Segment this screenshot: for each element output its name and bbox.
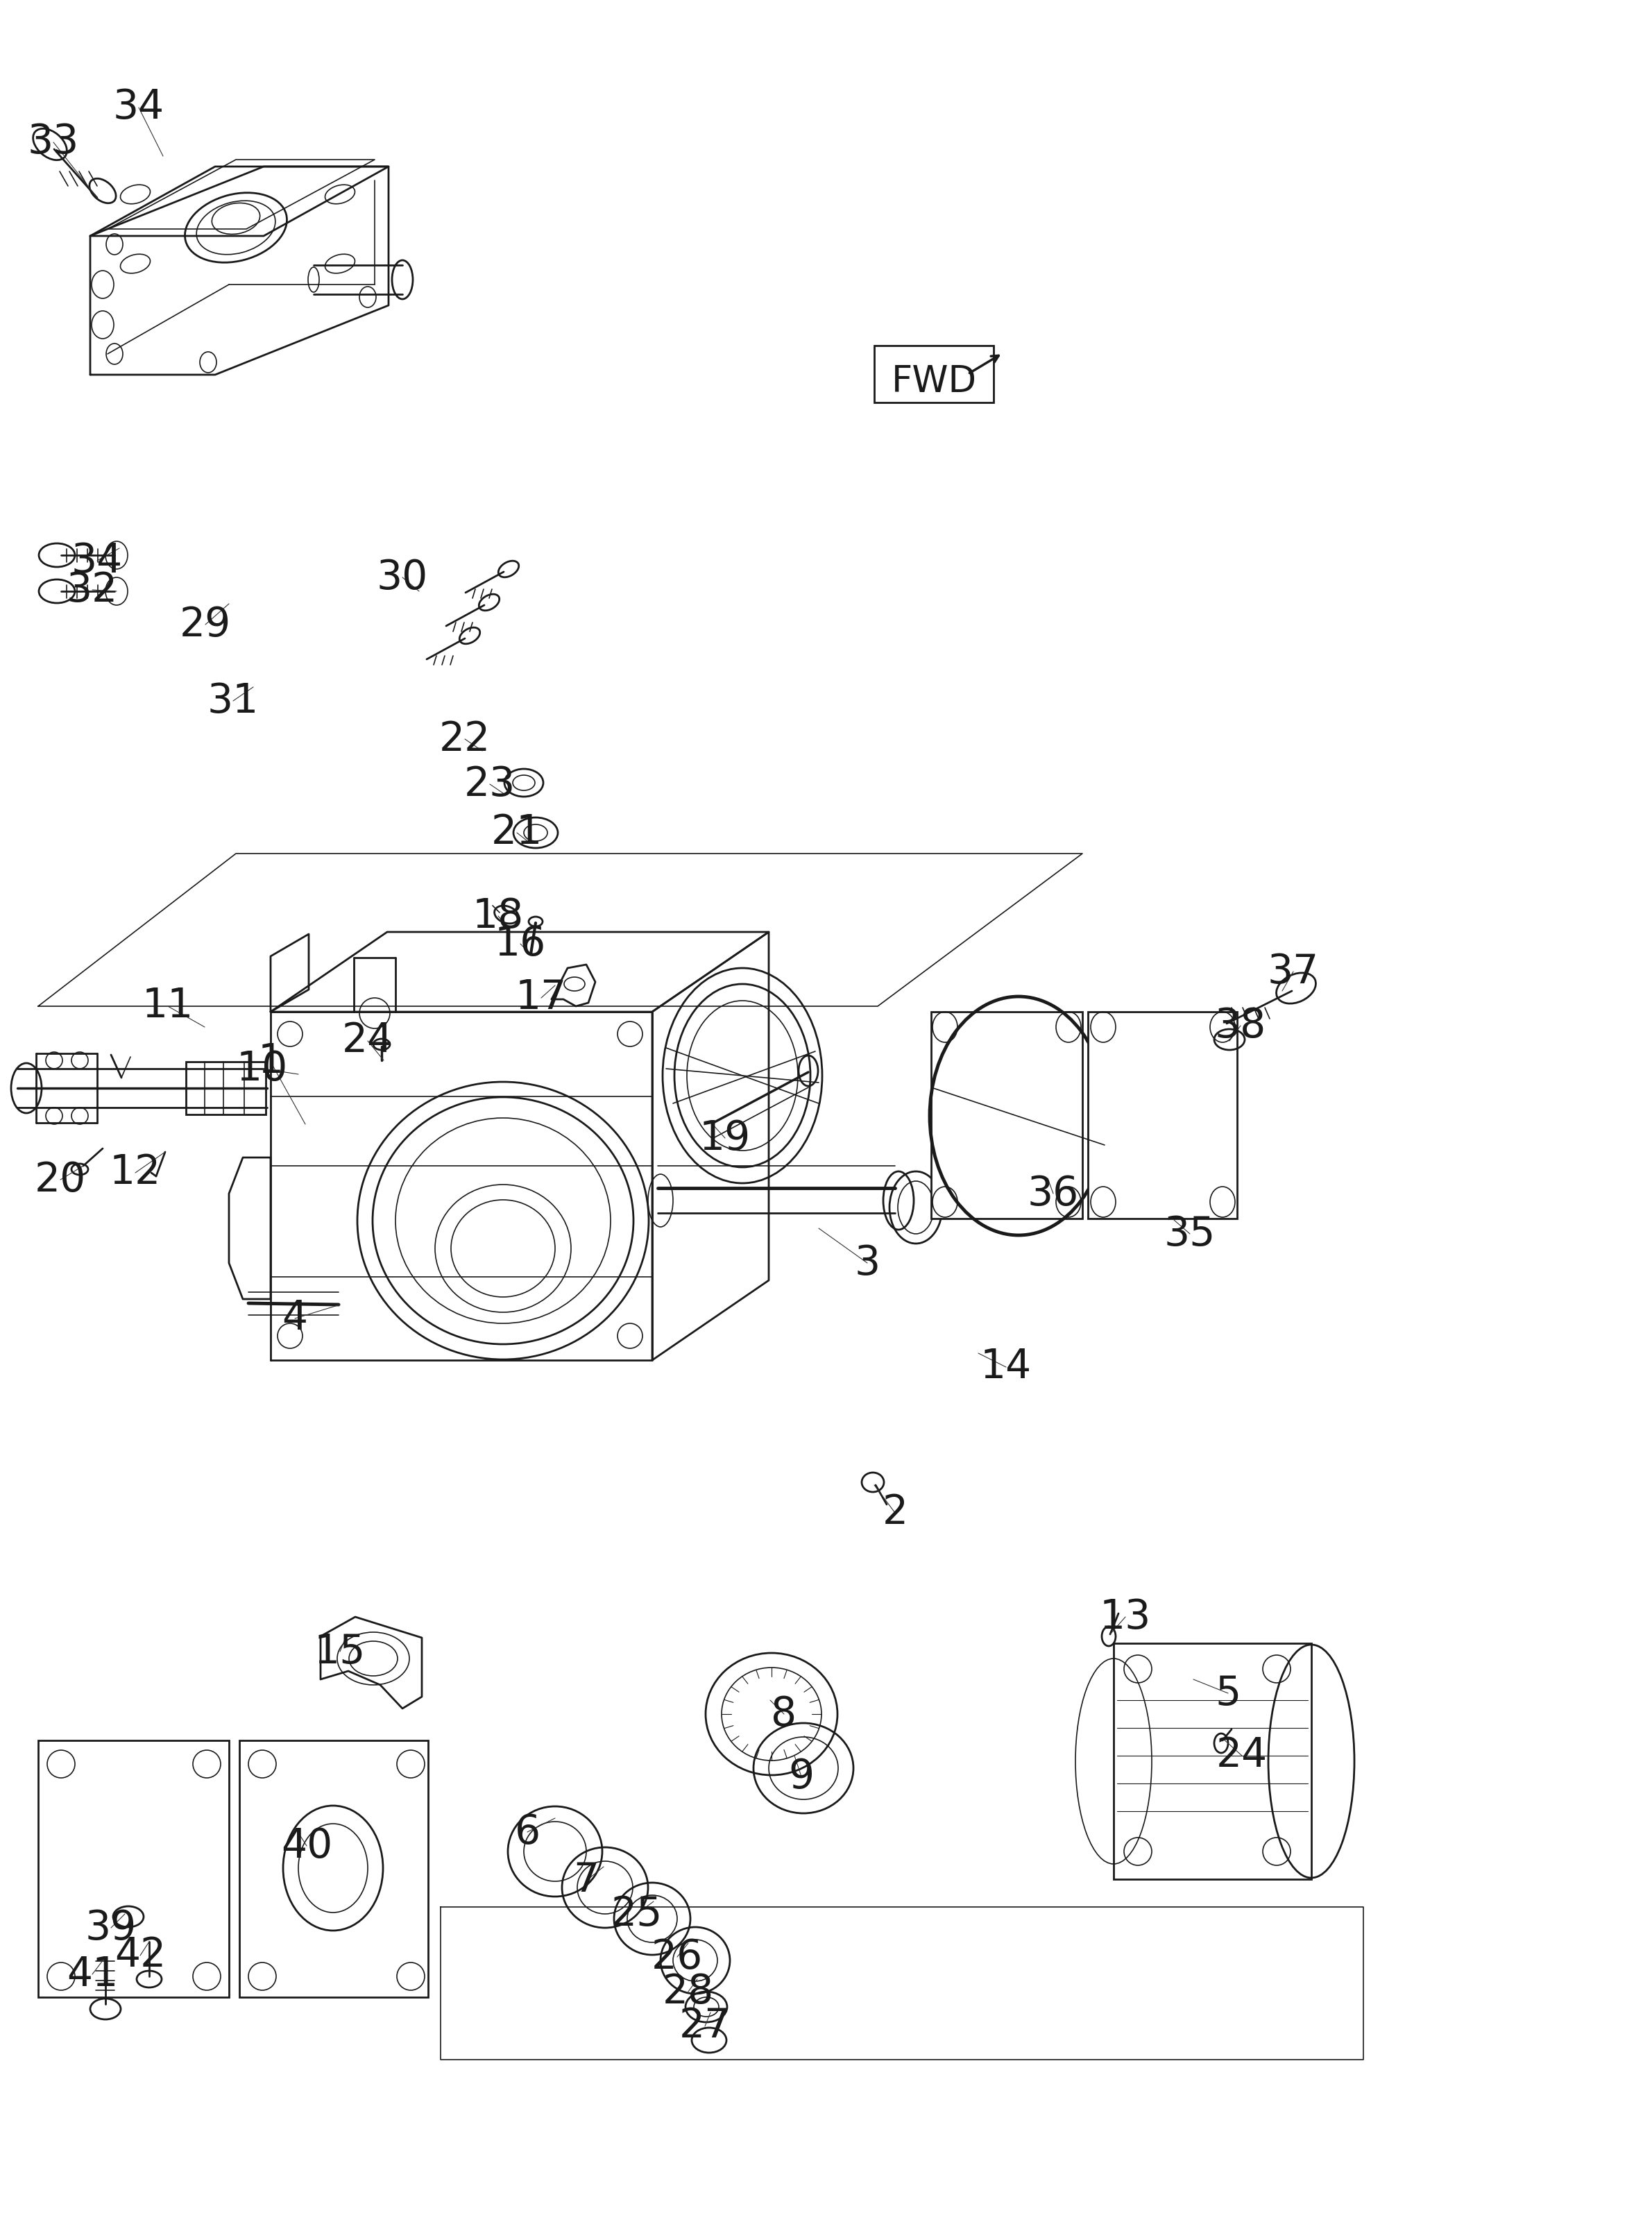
Text: 15: 15 bbox=[314, 1631, 365, 1671]
Text: 35: 35 bbox=[1165, 1215, 1216, 1253]
Text: 39: 39 bbox=[86, 1908, 137, 1947]
Text: 4: 4 bbox=[282, 1299, 307, 1339]
Text: 30: 30 bbox=[377, 558, 428, 598]
Text: 36: 36 bbox=[1028, 1173, 1079, 1213]
Text: 24: 24 bbox=[1216, 1735, 1267, 1775]
Text: 22: 22 bbox=[439, 719, 491, 759]
Bar bbox=[1113, 1644, 1312, 1879]
Text: 14: 14 bbox=[980, 1348, 1032, 1388]
Text: 8: 8 bbox=[771, 1695, 796, 1733]
Text: 23: 23 bbox=[464, 763, 515, 803]
Text: 18: 18 bbox=[472, 896, 524, 936]
Text: 3: 3 bbox=[854, 1244, 881, 1284]
Text: 20: 20 bbox=[35, 1160, 86, 1199]
Text: 6: 6 bbox=[514, 1812, 540, 1852]
Text: 27: 27 bbox=[679, 2007, 730, 2047]
Bar bbox=[874, 345, 993, 403]
Text: 10: 10 bbox=[236, 1049, 287, 1089]
Text: 12: 12 bbox=[109, 1153, 160, 1193]
Text: 17: 17 bbox=[515, 978, 567, 1018]
Text: 28: 28 bbox=[662, 1972, 714, 2012]
Text: 16: 16 bbox=[494, 925, 547, 963]
Bar bbox=[240, 1739, 428, 1996]
Bar bbox=[932, 1011, 1082, 1219]
Text: 21: 21 bbox=[491, 812, 542, 852]
Text: 26: 26 bbox=[651, 1936, 704, 1976]
Text: 13: 13 bbox=[1100, 1598, 1151, 1638]
Text: 29: 29 bbox=[180, 604, 231, 644]
Text: 33: 33 bbox=[28, 122, 79, 162]
Text: 41: 41 bbox=[66, 1954, 117, 1994]
Text: 5: 5 bbox=[1216, 1673, 1241, 1713]
Text: 1: 1 bbox=[258, 1042, 284, 1082]
Text: 34: 34 bbox=[112, 89, 165, 128]
Text: 9: 9 bbox=[788, 1757, 814, 1797]
Text: 37: 37 bbox=[1267, 952, 1318, 991]
Text: 24: 24 bbox=[342, 1020, 393, 1060]
Text: 31: 31 bbox=[208, 682, 259, 721]
Bar bbox=[1089, 1011, 1237, 1219]
Text: 32: 32 bbox=[66, 571, 117, 609]
Text: 11: 11 bbox=[142, 987, 193, 1027]
Text: 2: 2 bbox=[882, 1494, 909, 1534]
Text: FWD: FWD bbox=[892, 363, 976, 401]
Text: 19: 19 bbox=[699, 1118, 750, 1157]
Text: 7: 7 bbox=[573, 1861, 600, 1901]
Text: 42: 42 bbox=[114, 1936, 165, 1976]
Text: 38: 38 bbox=[1214, 1007, 1267, 1045]
Text: 25: 25 bbox=[611, 1894, 662, 1934]
Bar bbox=[38, 1739, 230, 1996]
Text: 34: 34 bbox=[71, 540, 122, 580]
Text: 40: 40 bbox=[281, 1826, 332, 1866]
Bar bbox=[187, 1062, 266, 1115]
